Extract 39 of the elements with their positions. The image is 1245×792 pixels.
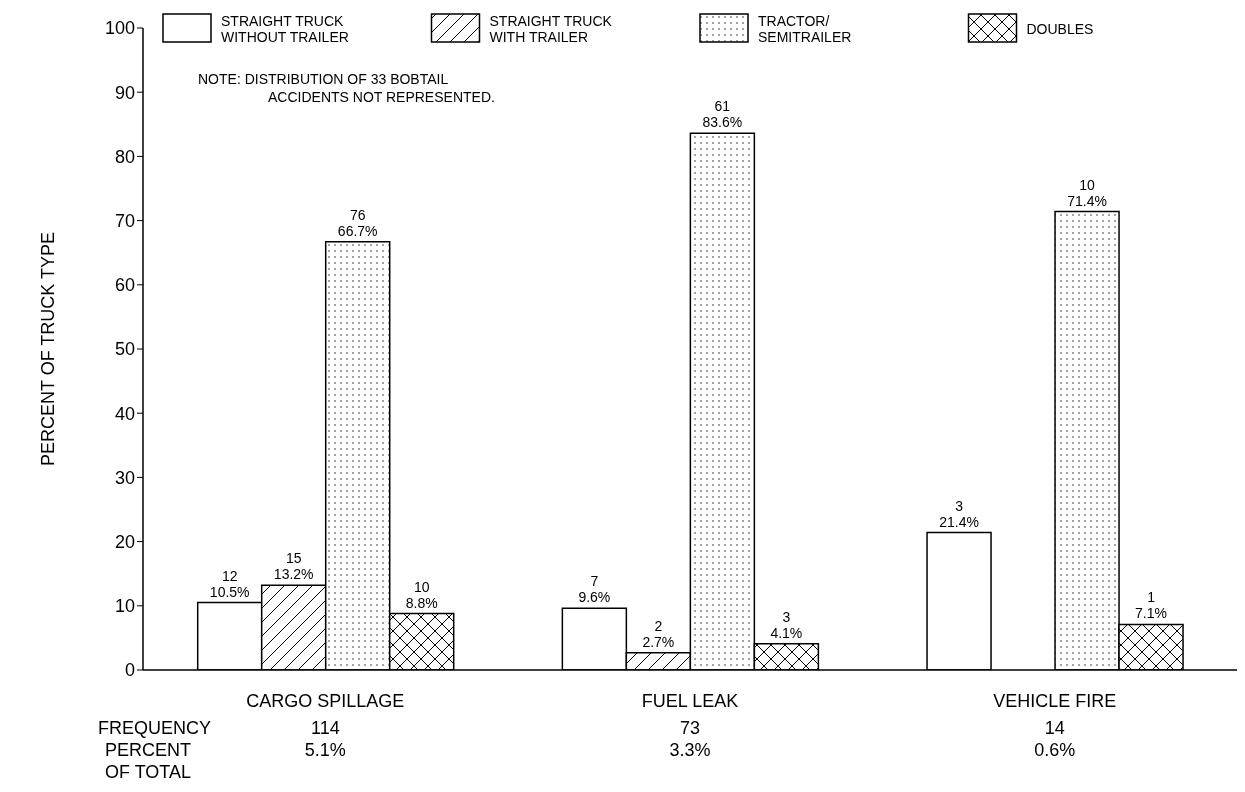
y-tick-label: 40 bbox=[114, 403, 135, 424]
x-tick-label: CARGO SPILLAGE bbox=[246, 690, 405, 711]
y-tick-label: 80 bbox=[114, 146, 135, 167]
x-tick-label: VEHICLE FIRE bbox=[993, 690, 1117, 711]
data-label: 1 7.1% bbox=[1135, 589, 1167, 622]
y-tick-label: 100 bbox=[104, 18, 135, 39]
data-label: 15 13.2% bbox=[273, 550, 314, 583]
x-tick-label: FUEL LEAK bbox=[641, 690, 739, 711]
y-tick-label: 30 bbox=[114, 467, 135, 488]
data-label: 10 71.4% bbox=[1067, 176, 1107, 209]
annotation: NOTE: DISTRIBUTION OF 33 BOBTAIL ACCIDENTS NOT REPRESENTED. bbox=[198, 70, 495, 106]
y-tick-label: 0 bbox=[124, 660, 135, 681]
data-label: 76 66.7% bbox=[337, 206, 378, 239]
y-tick-label: 60 bbox=[114, 275, 135, 296]
legend-label: DOUBLES bbox=[1026, 21, 1094, 37]
data-label: 2 2.7% bbox=[642, 617, 675, 650]
y-tick-label: 20 bbox=[114, 531, 135, 552]
data-label: 3 4.1% bbox=[770, 608, 803, 641]
y-tick-label: 10 bbox=[114, 596, 135, 617]
data-label: 12 10.5% bbox=[209, 567, 250, 600]
data-label: 61 83.6% bbox=[702, 98, 743, 131]
data-label: 3 21.4% bbox=[939, 497, 979, 530]
text: PERCENT OF TOTAL bbox=[104, 739, 192, 783]
text: 3.3% bbox=[668, 739, 712, 761]
text: 0.6% bbox=[1033, 739, 1077, 761]
legend-label: STRAIGHT TRUCK WITH TRAILER bbox=[489, 13, 613, 45]
y-tick-label: 50 bbox=[114, 339, 135, 360]
legend-label: STRAIGHT TRUCK WITHOUT TRAILER bbox=[221, 13, 349, 45]
text: 5.1% bbox=[303, 739, 347, 761]
y-tick-label: 90 bbox=[114, 82, 135, 103]
text: 14 bbox=[1043, 717, 1066, 739]
data-label: 10 8.8% bbox=[405, 578, 438, 611]
y-tick-label: 70 bbox=[114, 210, 135, 231]
legend-label: TRACTOR/ SEMITRAILER bbox=[758, 13, 852, 45]
y-axis-title: PERCENT OF TRUCK TYPE bbox=[38, 231, 59, 467]
text: 114 bbox=[309, 717, 341, 739]
text: FREQUENCY bbox=[98, 717, 212, 739]
text: 73 bbox=[679, 717, 701, 739]
data-label: 7 9.6% bbox=[578, 573, 611, 606]
